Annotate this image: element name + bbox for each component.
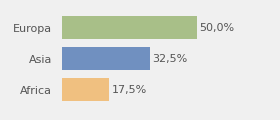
Text: 17,5%: 17,5%	[111, 85, 147, 95]
Bar	[62, 47, 150, 70]
Bar	[62, 78, 109, 101]
Bar	[62, 16, 197, 39]
Text: 32,5%: 32,5%	[152, 54, 187, 64]
Text: 50,0%: 50,0%	[200, 23, 235, 33]
